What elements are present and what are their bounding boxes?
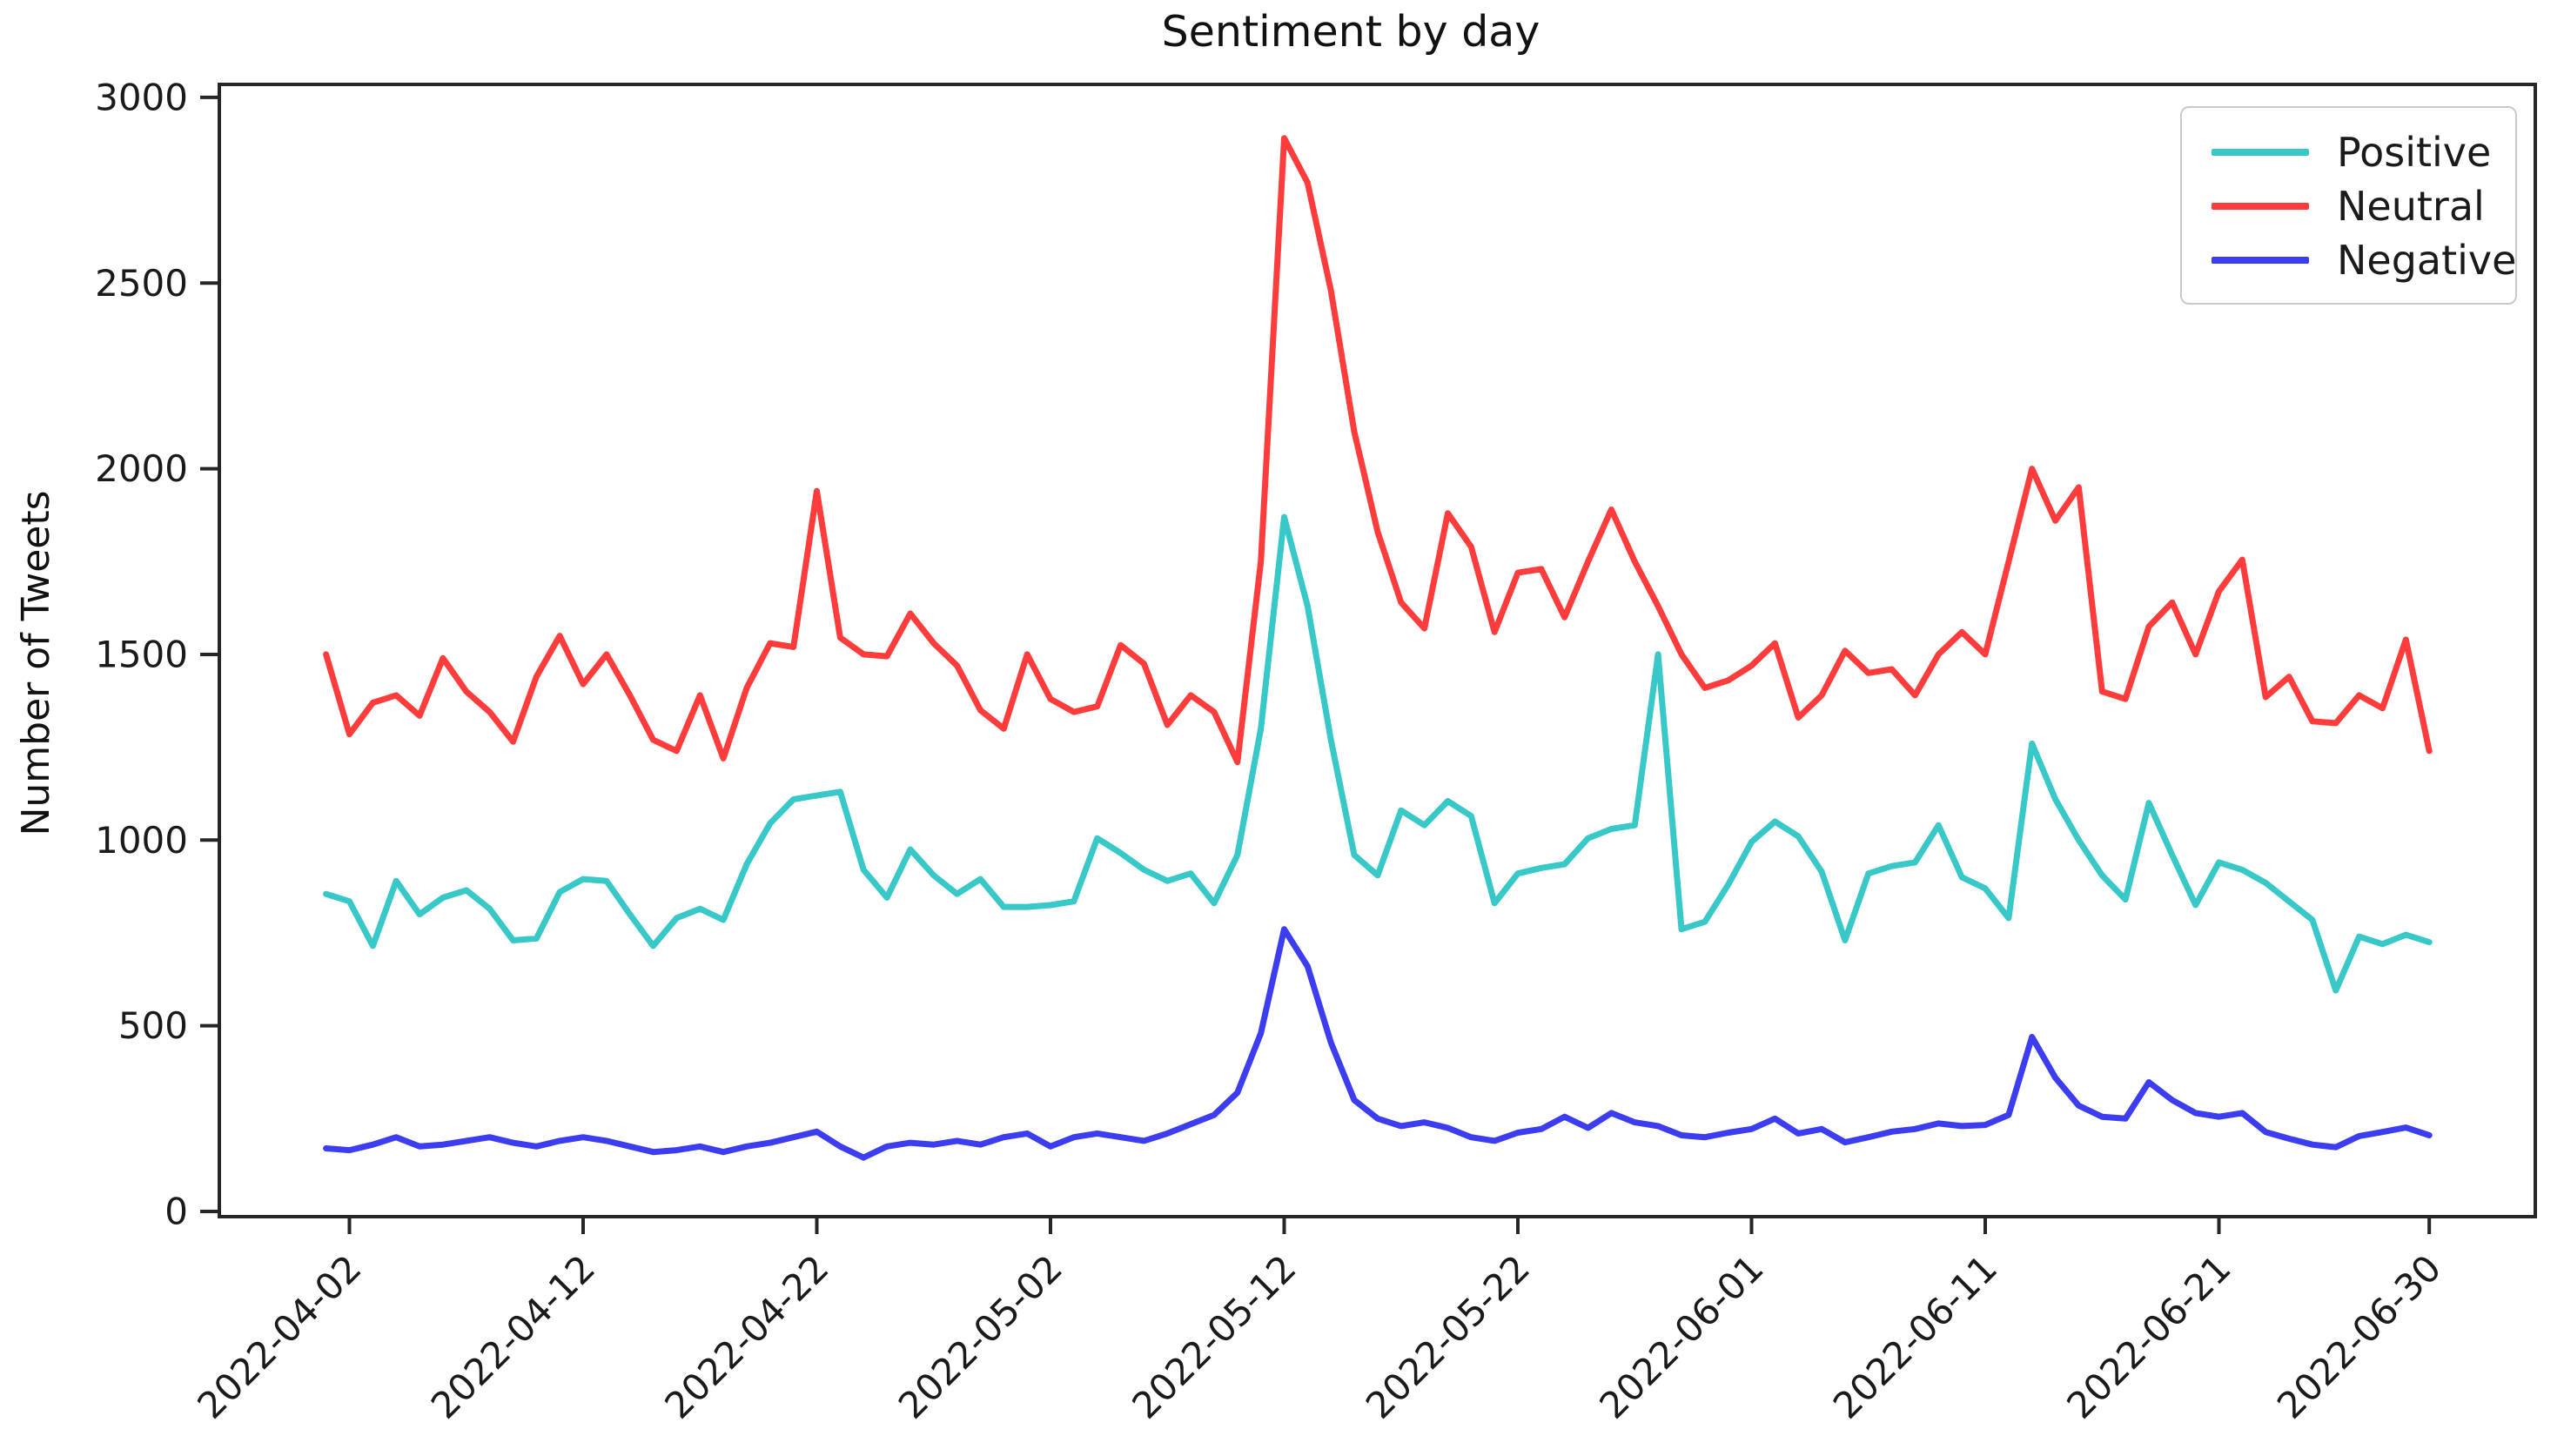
y-tick-label: 1000	[95, 819, 188, 862]
legend: Positive Neutral Negative	[2180, 106, 2517, 305]
legend-item-positive: Positive	[2212, 125, 2515, 179]
x-tick-label: 2022-06-01	[1591, 1246, 1771, 1426]
plot-border	[218, 83, 2537, 1218]
x-tick-label: 2022-04-02	[189, 1246, 369, 1426]
x-tick-label: 2022-05-12	[1124, 1246, 1304, 1426]
legend-item-negative: Negative	[2212, 233, 2517, 287]
neutral-line-swatch-icon	[2212, 203, 2309, 210]
series-line-neutral	[323, 135, 2433, 766]
x-tick-label: 2022-04-22	[656, 1246, 836, 1426]
x-tick-label: 2022-04-12	[423, 1246, 603, 1426]
x-tick-label: 2022-05-22	[1358, 1246, 1538, 1426]
y-tick-label: 500	[118, 1004, 188, 1047]
legend-label-negative: Negative	[2337, 237, 2517, 284]
y-tick-label: 3000	[95, 76, 188, 118]
series-line-negative	[323, 926, 2433, 1161]
y-tick-label: 1500	[95, 633, 188, 675]
y-tick-label: 2500	[95, 262, 188, 305]
x-tick-label: 2022-06-11	[1825, 1246, 2005, 1426]
legend-label-neutral: Neutral	[2337, 183, 2485, 230]
positive-line-swatch-icon	[2212, 149, 2309, 156]
series-line-positive	[323, 513, 2433, 994]
y-tick-label: 2000	[95, 447, 188, 490]
x-tick-label: 2022-06-21	[2058, 1246, 2238, 1426]
x-tick-label: 2022-05-02	[890, 1246, 1071, 1426]
legend-item-neutral: Neutral	[2212, 179, 2515, 233]
y-tick-label: 0	[164, 1191, 188, 1233]
legend-label-positive: Positive	[2337, 129, 2492, 176]
x-tick-label: 2022-06-30	[2269, 1246, 2449, 1426]
chart-title: Sentiment by day	[1161, 7, 1540, 57]
negative-line-swatch-icon	[2212, 257, 2309, 264]
